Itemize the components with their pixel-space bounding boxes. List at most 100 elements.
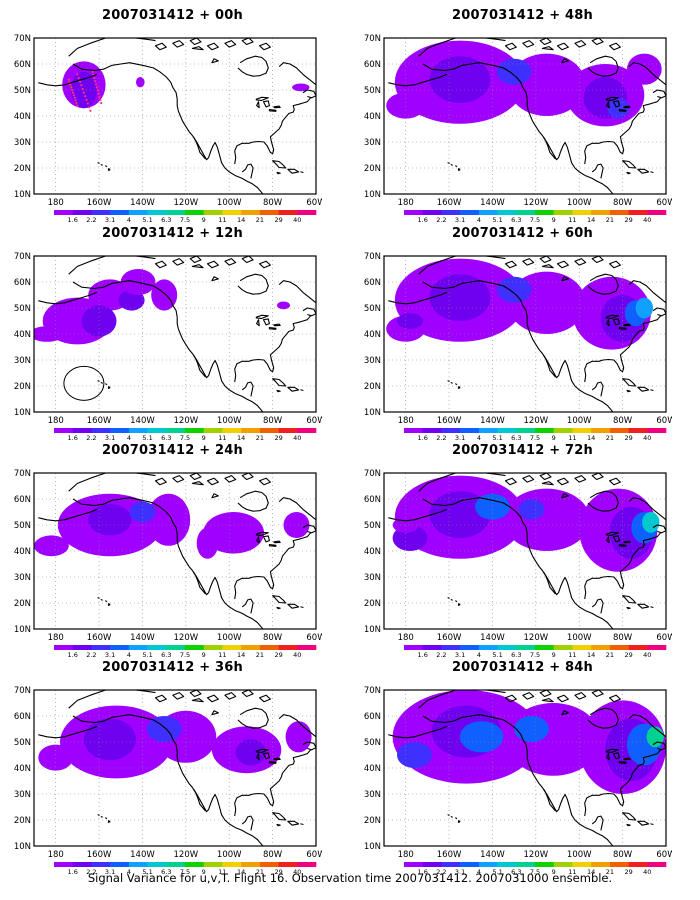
latitude-label: 70N — [364, 34, 381, 44]
observation-point — [95, 86, 98, 89]
variance-contour — [429, 274, 491, 321]
coastline — [191, 481, 204, 486]
coastline — [100, 599, 103, 601]
latitude-label: 70N — [364, 252, 381, 262]
colorbar-swatch — [404, 645, 423, 650]
colorbar-swatch — [591, 862, 611, 867]
coastline — [272, 160, 287, 169]
coastline — [574, 475, 587, 483]
coastline — [38, 508, 98, 522]
colorbar-swatch — [516, 428, 536, 433]
coastline — [574, 40, 587, 48]
coastline — [300, 823, 304, 825]
latitude-label: 30N — [14, 356, 31, 366]
colorbar-swatch — [297, 645, 317, 650]
latitude-label: 70N — [14, 469, 31, 479]
latitude-label: 70N — [364, 469, 381, 479]
coastline — [273, 757, 281, 761]
map-frame — [33, 472, 317, 630]
variance-field — [62, 61, 310, 112]
colorbar-swatch — [222, 862, 242, 867]
coastline — [191, 698, 204, 703]
coastline — [591, 815, 604, 831]
coastline — [206, 260, 219, 269]
colorbar-label: 4 — [127, 651, 131, 659]
coastline — [457, 819, 461, 823]
coastline — [587, 55, 619, 77]
colorbar-swatch — [497, 210, 517, 215]
colorbar-label: 14 — [587, 216, 595, 224]
coastline — [189, 256, 202, 264]
colorbar-swatch — [516, 645, 536, 650]
colorbar-swatch — [516, 862, 536, 867]
coastline — [241, 690, 254, 698]
coastline — [256, 101, 260, 109]
coastline — [300, 171, 304, 173]
observation-point — [75, 101, 78, 105]
coastline — [259, 694, 271, 703]
longitude-label: 60W — [656, 416, 672, 426]
coastline — [300, 389, 304, 391]
map-svg: 70N 60N 50N 40N 30N 20N 10N 180 160W 140W 120W 100W… — [364, 686, 672, 876]
colorbar-swatch — [297, 862, 317, 867]
observation-point — [99, 98, 102, 101]
map-svg: 70N 60N 50N 40N 30N 20N 10N 180 160W 140W 120W 100W… — [364, 469, 672, 659]
colorbar-label: 3.1 — [105, 651, 115, 659]
colorbar-label: 9 — [552, 434, 556, 442]
observation-point — [89, 109, 92, 112]
longitude-label: 100W — [567, 850, 592, 860]
coastline — [302, 89, 316, 99]
variance-contour — [642, 512, 660, 533]
coastline — [107, 819, 111, 823]
colorbar-swatch — [278, 645, 298, 650]
variance-contour — [285, 721, 312, 753]
variance-contour — [34, 535, 69, 557]
colorbar-swatch — [441, 862, 461, 867]
figure-caption: Signal Variance for u,v,T. Flight 16. Ob… — [87, 871, 613, 885]
latitude-label: 60N — [14, 712, 31, 722]
colorbar-swatch — [259, 645, 279, 650]
coastline — [418, 690, 506, 709]
coastline — [97, 380, 100, 382]
colorbar-swatch — [72, 428, 92, 433]
longitude-label: 180 — [48, 633, 64, 643]
colorbar-swatch — [591, 210, 611, 215]
colorbar-swatch — [609, 210, 629, 215]
map-panel-60h: 2007031412 + 60h 70N 60N 50N 40N 30N 20N 10N 180… — [350, 226, 672, 442]
coastline — [191, 46, 204, 51]
variance-contour — [518, 499, 545, 520]
coastline — [652, 524, 666, 534]
coastline — [278, 497, 316, 521]
variance-contour — [151, 279, 178, 311]
colorbar-label: 29 — [624, 434, 632, 442]
coastline — [272, 378, 287, 387]
coastline — [606, 101, 610, 109]
coastline — [302, 307, 316, 317]
colorbar-label: 40 — [293, 868, 301, 876]
coastline — [234, 532, 312, 600]
colorbar-label: 11 — [218, 868, 226, 876]
coastline — [418, 473, 506, 492]
latitude-label: 60N — [14, 495, 31, 505]
coastline — [556, 477, 569, 486]
longitude-label: 140W — [480, 416, 505, 426]
coastline — [255, 314, 269, 319]
colorbar-swatch — [241, 862, 261, 867]
longitude-label: 60W — [306, 416, 322, 426]
coastline — [650, 606, 654, 608]
latitude-label: 40N — [364, 764, 381, 774]
colorbar: 1.6 2.2 3.1 4 5.1 6.3 7.5 9 11 14 21 29 40 — [404, 862, 667, 876]
coastline — [447, 162, 450, 164]
coastline — [107, 385, 111, 389]
coastline — [623, 540, 631, 544]
colorbar-label: 2.2 — [436, 434, 446, 442]
colorbar-swatch — [147, 428, 167, 433]
latitude-label: 30N — [364, 356, 381, 366]
colorbar-label: 21 — [256, 434, 264, 442]
coastline — [447, 380, 450, 382]
latitude-label: 10N — [364, 190, 381, 200]
coastline — [637, 168, 650, 174]
coastline — [457, 167, 461, 171]
coastline — [276, 389, 281, 393]
colorbar-swatch — [259, 862, 279, 867]
